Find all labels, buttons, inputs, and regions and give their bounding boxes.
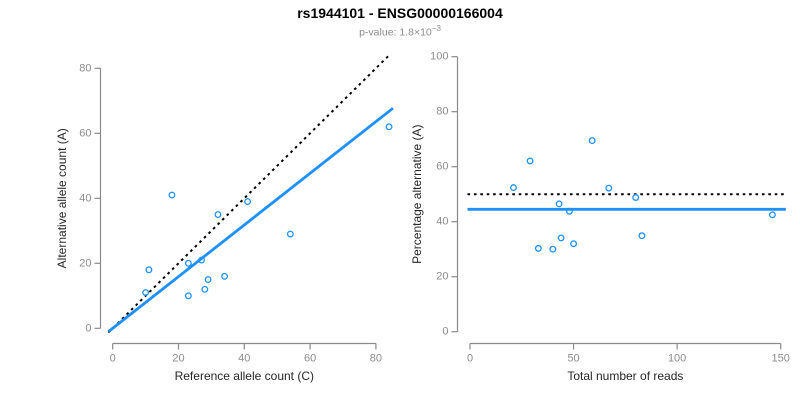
y-tick-label: 80: [79, 62, 91, 74]
y-axis-title: Percentage alternative (A): [410, 124, 424, 263]
x-axis-title: Total number of reads: [567, 369, 683, 383]
figure-title: rs1944101 - ENSG00000166004: [297, 5, 503, 21]
figure-subtitle: p-value: 1.8×10−3: [0, 24, 800, 39]
y-tick-label: 0: [85, 322, 91, 334]
data-point: [534, 244, 542, 252]
data-point: [184, 259, 192, 267]
data-point: [549, 245, 557, 253]
data-point: [510, 184, 517, 192]
fit-line: [107, 107, 394, 333]
y-tick-label: 100: [430, 51, 448, 63]
data-point: [768, 211, 776, 219]
data-point: [570, 240, 578, 248]
data-point: [221, 272, 229, 280]
data-point: [632, 194, 640, 201]
data-point: [145, 266, 153, 274]
y-tick-label: 60: [79, 127, 91, 139]
data-point: [244, 198, 252, 205]
y-tick-label: 40: [79, 192, 91, 204]
x-tick-label: 100: [668, 353, 686, 365]
y-tick-label: 60: [436, 161, 448, 173]
data-point: [565, 207, 573, 215]
y-tick-label: 20: [436, 271, 448, 283]
subtitle-exponent: −3: [431, 24, 441, 33]
data-point: [214, 211, 222, 218]
data-point: [201, 285, 209, 293]
data-point: [142, 289, 150, 296]
data-point: [184, 292, 192, 300]
x-tick-label: 0: [467, 353, 473, 365]
x-axis-title: Reference allele count (C): [175, 369, 314, 383]
y-tick-label: 0: [442, 326, 448, 338]
x-tick-label: 60: [304, 353, 316, 365]
data-point: [385, 123, 393, 131]
data-point: [605, 184, 613, 192]
data-point: [555, 200, 563, 208]
x-tick-label: 80: [370, 353, 382, 365]
data-point: [168, 191, 176, 199]
data-point: [526, 157, 534, 165]
data-point: [204, 276, 212, 283]
x-tick-label: 150: [772, 353, 790, 365]
data-point: [557, 234, 565, 242]
y-axis-title: Alternative allele count (A): [55, 128, 69, 268]
x-tick-label: 40: [238, 353, 250, 365]
x-tick-label: 50: [567, 353, 579, 365]
data-point: [198, 256, 205, 264]
y-tick-label: 20: [79, 257, 91, 269]
subtitle-text: p-value: 1.8×10: [359, 26, 432, 39]
x-tick-label: 20: [172, 353, 184, 365]
x-tick-label: 0: [110, 353, 116, 365]
identity-line: [107, 55, 390, 334]
data-point: [286, 230, 294, 238]
y-tick-label: 80: [436, 106, 448, 118]
data-point: [588, 137, 596, 145]
data-point: [638, 232, 646, 240]
y-tick-label: 40: [436, 216, 448, 228]
